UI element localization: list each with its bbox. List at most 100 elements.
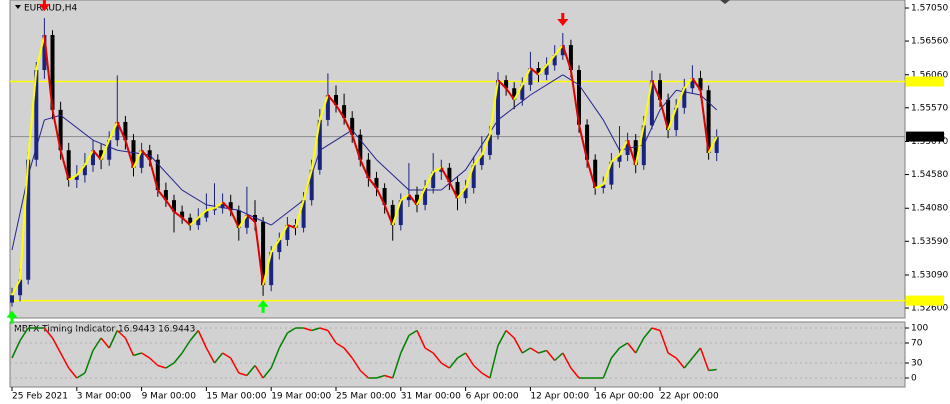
indicator-segment (489, 345, 499, 379)
indicator-segment (173, 352, 183, 364)
fast-line-segment (416, 187, 427, 206)
indicator-segment (254, 365, 264, 379)
candle-body (496, 80, 500, 135)
fast-line-segment (35, 34, 46, 71)
indicator-segment (343, 347, 353, 359)
fast-line-segment (440, 167, 451, 183)
indicator-panel (9, 321, 906, 388)
x-tick-label: 12 Apr 00:00 (530, 392, 589, 402)
candle-body (504, 80, 509, 89)
x-tick-label: 22 Apr 00:00 (660, 392, 719, 402)
fast-line-segment (100, 139, 111, 161)
fast-line-segment (278, 224, 289, 241)
indicator-segment (246, 365, 256, 376)
x-tick-label: 6 Apr 00:00 (466, 392, 519, 402)
fast-line-segment (513, 84, 524, 101)
indicator-segment (335, 342, 345, 349)
candle-body (74, 175, 79, 180)
candle-body (220, 202, 225, 209)
fast-line-segment (375, 187, 386, 206)
candle-body (309, 169, 314, 201)
candle-body (269, 252, 274, 286)
fast-line-segment (497, 79, 507, 89)
indicator-segment (68, 367, 78, 379)
indicator-segment (610, 347, 621, 359)
indicator-segment (51, 337, 62, 354)
indicator-segment (619, 342, 628, 349)
candle-body (674, 107, 679, 131)
indicator-segment (133, 352, 142, 357)
indicator-segment (84, 350, 94, 374)
fast-line-segment (569, 69, 580, 125)
fast-line-segment (19, 159, 30, 280)
x-tick-label: 16 Apr 00:00 (595, 392, 654, 402)
fast-line-segment (618, 139, 629, 156)
fast-line-segment (367, 177, 378, 189)
candle-body (155, 159, 160, 191)
x-tick-label: 25 Feb 2021 (12, 392, 68, 402)
slow-ma-segment (181, 189, 207, 206)
indicator-segment (213, 352, 224, 364)
indicator-segment (554, 352, 564, 362)
menu-triangle[interactable] (15, 5, 21, 9)
fast-line-segment (59, 150, 70, 181)
fast-line-segment (634, 125, 645, 166)
fast-line-segment (464, 164, 475, 189)
indicator-segment (497, 330, 507, 346)
indicator-segment (222, 352, 232, 359)
price-panel (9, 0, 906, 319)
fast-line-segment (553, 44, 564, 56)
fast-line-segment (173, 210, 183, 219)
level-tag (906, 295, 944, 306)
candle-body (577, 70, 581, 125)
candle-body (374, 177, 379, 189)
candle-body (463, 188, 468, 199)
y-tick-label: 1.55570 (911, 103, 948, 113)
fast-line-segment (594, 183, 604, 189)
indicator-segment (230, 357, 240, 374)
fast-line-segment (246, 214, 256, 223)
fast-line-segment (391, 199, 402, 226)
y-tick-label: 1.54580 (911, 170, 948, 180)
fast-line-segment (181, 216, 191, 226)
fast-line-segment (116, 121, 127, 141)
fast-line-segment (189, 216, 199, 226)
y-tick-label: 1.57050 (911, 4, 948, 14)
x-tick-label: 19 Mar 00:00 (271, 392, 331, 402)
slow-ma-segment (376, 159, 410, 191)
fast-line-segment (642, 79, 653, 126)
fast-line-segment (408, 194, 418, 206)
indicator-segment (76, 372, 86, 379)
candle-body (42, 34, 47, 71)
slow-ma-segment (676, 89, 701, 96)
candle-body (115, 121, 120, 141)
candle-body (10, 295, 14, 303)
indicator-segment (521, 347, 531, 354)
indicator-segment (141, 352, 151, 359)
candle-body (180, 211, 185, 218)
candle-body (91, 150, 95, 166)
fast-line-segment (124, 139, 135, 169)
fast-line-segment (359, 159, 370, 179)
indicator-segment (538, 349, 547, 354)
fast-line-segment (448, 181, 459, 199)
indicator-segment (319, 327, 329, 332)
fast-line-segment (383, 204, 394, 226)
fast-line-segment (270, 239, 281, 253)
slow-ma-segment (465, 119, 499, 171)
indicator-segment (505, 329, 515, 339)
candle-body (544, 65, 549, 75)
candle-body (163, 190, 168, 201)
fast-line-segment (140, 149, 151, 161)
candle-body (244, 214, 249, 228)
indicator-segment (659, 330, 669, 354)
indicator-segment (303, 327, 312, 332)
candle-body (285, 225, 290, 240)
fast-line-segment (343, 117, 354, 136)
indicator-segment (270, 347, 280, 369)
candle-body (536, 68, 541, 75)
candle-body (188, 217, 193, 226)
slow-ma-segment (351, 129, 377, 161)
indicator-segment (189, 330, 199, 341)
indicator-segment (262, 367, 272, 379)
